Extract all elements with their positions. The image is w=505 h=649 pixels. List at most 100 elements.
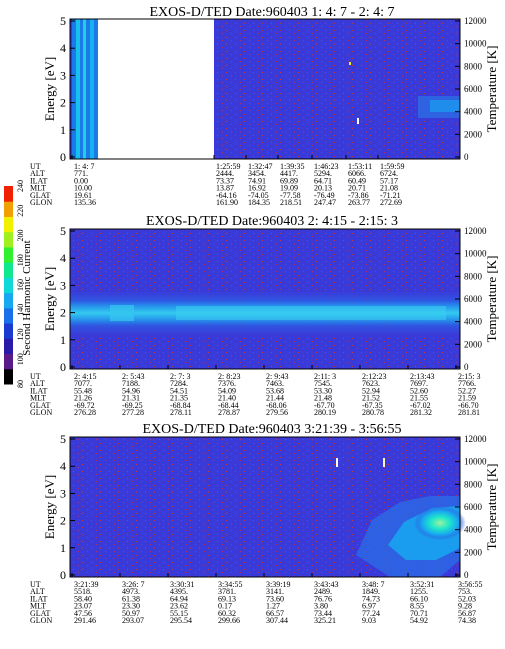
ephem-cell: 54.09 xyxy=(218,386,236,395)
ephem-row-label: ALT xyxy=(30,379,45,388)
ephem-cell: 280.19 xyxy=(314,408,336,417)
ephem-cell: 2:12:23 xyxy=(362,372,386,381)
ephem-cell: -76.49 xyxy=(314,191,335,200)
ephem-cell: 1:59:59 xyxy=(380,162,404,171)
colorbar-swatches xyxy=(4,186,13,385)
ephem-cell: 1255. xyxy=(410,587,428,596)
y2tick-label: 4000 xyxy=(464,317,483,327)
colorbar-swatch xyxy=(4,353,13,370)
panel-1-low-energy-core xyxy=(430,100,460,112)
ephem-cell: 2: 4:15 xyxy=(74,372,96,381)
ytick-label: 3 xyxy=(60,68,66,82)
ephem-cell: 16.92 xyxy=(248,184,266,193)
ephem-cell: 7463. xyxy=(266,379,284,388)
ephem-cell: -67.35 xyxy=(362,401,383,410)
ephem-cell: 70.71 xyxy=(410,609,428,618)
ephem-cell: 295.54 xyxy=(170,616,192,625)
ephem-cell: 7188. xyxy=(122,379,140,388)
ephem-cell: 281.81 xyxy=(458,408,480,417)
ephem-cell: 54.51 xyxy=(170,386,188,395)
ytick-label: 4 xyxy=(60,251,66,265)
ephem-row-label: UT xyxy=(30,580,41,589)
colorbar-tick-label: 80 xyxy=(16,380,25,388)
ephem-cell: 73.37 xyxy=(216,176,234,185)
ephem-row-label: UT xyxy=(30,372,41,381)
ephem-row-label: ALT xyxy=(30,169,45,178)
ephem-cell: 7077. xyxy=(74,379,92,388)
ephem-cell: 64.94 xyxy=(170,594,188,603)
ephem-cell: 61.38 xyxy=(122,594,140,603)
panel-2-y2label: Temperature [K] xyxy=(484,256,499,343)
ephem-cell: 1.27 xyxy=(266,602,280,611)
colorbar-swatch xyxy=(4,262,13,278)
ephem-cell: 278.87 xyxy=(218,408,240,417)
ephem-cell: 77.24 xyxy=(362,609,380,618)
ephem-cell: 7376. xyxy=(218,379,236,388)
y2tick-label: 0 xyxy=(464,362,469,372)
ephem-cell: 2: 9:43 xyxy=(266,372,288,381)
ephem-row-label: ILAT xyxy=(30,176,47,185)
ephem-row-label: GLON xyxy=(30,616,52,625)
panel-2-ylabel: Energy [eV] xyxy=(42,267,57,331)
panel-3-hotspot xyxy=(414,506,466,540)
ephem-cell: -64.16 xyxy=(216,191,237,200)
ephem-cell: 325.21 xyxy=(314,616,336,625)
ephem-row-label: GLAT xyxy=(30,191,51,200)
ephem-cell: 9.28 xyxy=(458,602,472,611)
panel-2-title: EXOS-D/TED Date:960403 2: 4:15 - 2:15: 3 xyxy=(146,214,398,229)
y2tick-label: 12000 xyxy=(464,16,487,26)
ephem-cell: 161.90 xyxy=(216,198,238,207)
ytick-label: 2 xyxy=(60,514,66,528)
ephem-cell: 2:15: 3 xyxy=(458,372,480,381)
colorbar-swatch xyxy=(4,307,13,324)
y2tick-label: 10000 xyxy=(464,457,487,467)
colorbar-tick-label: 200 xyxy=(16,230,25,242)
ephem-cell: 21.35 xyxy=(170,394,188,403)
ephem-cell: 7284. xyxy=(170,379,188,388)
ephem-cell: 281.32 xyxy=(410,408,432,417)
ephem-row-label: UT xyxy=(30,162,41,171)
colorbar-tick-label: 140 xyxy=(16,304,25,316)
colorbar-swatch xyxy=(4,277,13,294)
ephem-cell: 19.09 xyxy=(280,184,298,193)
panel-3: EXOS-D/TED Date:960403 3:21:39 - 3:56:55… xyxy=(30,422,499,625)
y2tick-label: 8000 xyxy=(464,61,483,71)
colorbar-swatch xyxy=(4,201,13,217)
panel-2-band-patch xyxy=(176,306,446,320)
ytick-label: 4 xyxy=(60,459,66,473)
panel-1-ylabel: Energy [eV] xyxy=(42,57,57,121)
ephem-cell: 66.10 xyxy=(410,594,428,603)
y2tick-label: 10000 xyxy=(464,249,487,259)
ephem-cell: 10.00 xyxy=(74,184,92,193)
ephem-cell: 1:25:59 xyxy=(216,162,240,171)
ephem-cell: 1:39:35 xyxy=(280,162,304,171)
ephem-cell: -71.21 xyxy=(380,191,401,200)
ephem-cell: -73.86 xyxy=(348,191,369,200)
y2tick-label: 12000 xyxy=(464,434,487,444)
ephem-cell: 2: 8:23 xyxy=(218,372,240,381)
ephem-cell: 50.97 xyxy=(122,609,140,618)
y2tick-label: 10000 xyxy=(464,39,487,49)
panel-1-burst-stripe xyxy=(90,19,94,159)
ephem-cell: 56.87 xyxy=(458,609,476,618)
ephem-cell: 4417. xyxy=(280,169,298,178)
ephem-cell: 7545. xyxy=(314,379,332,388)
colorbar-tick-label: 220 xyxy=(16,205,25,217)
ephem-cell: 21.40 xyxy=(218,394,236,403)
ephem-cell: 279.56 xyxy=(266,408,288,417)
ephem-cell: 263.77 xyxy=(348,198,370,207)
ephem-cell: 1849. xyxy=(362,587,380,596)
ephem-cell: 60.32 xyxy=(218,609,236,618)
ephem-cell: 55.15 xyxy=(170,609,188,618)
ephem-cell: 13.87 xyxy=(216,184,234,193)
ephem-cell: 21.31 xyxy=(122,394,140,403)
ephem-cell: 6066. xyxy=(348,169,366,178)
panel-1-spike xyxy=(357,118,359,124)
ytick-label: 0 xyxy=(60,360,66,374)
ephem-row-label: ILAT xyxy=(30,386,47,395)
ephem-cell: 21.26 xyxy=(74,394,92,403)
ephem-cell: 2444. xyxy=(216,169,234,178)
ephem-row-label: GLON xyxy=(30,198,52,207)
